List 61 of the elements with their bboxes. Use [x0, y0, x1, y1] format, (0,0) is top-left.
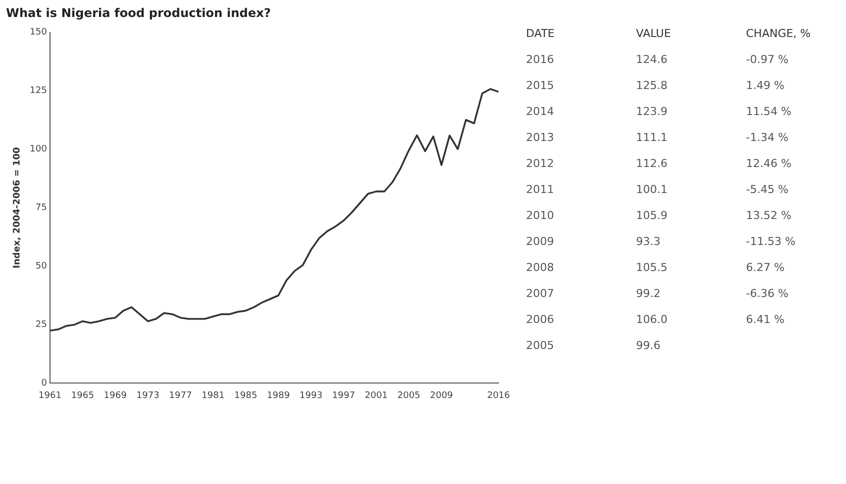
- text: 99.6: [636, 338, 662, 354]
- text: 2014: [526, 104, 555, 120]
- y-axis-title: Index, 2004-2006 = 100: [12, 147, 23, 268]
- text: -11.53 %: [746, 234, 796, 250]
- text: 93.3: [636, 234, 662, 250]
- text: -6.36 %: [746, 286, 790, 302]
- text: 11.54 %: [746, 104, 792, 120]
- text: 2005: [526, 338, 555, 354]
- text: 13.52 %: [746, 208, 792, 224]
- text: 111.1: [636, 130, 668, 146]
- text: 2013: [526, 130, 555, 146]
- x-tick-label: 1969: [104, 390, 127, 401]
- text: 2012: [526, 156, 555, 172]
- x-tick-label: 1993: [300, 390, 322, 401]
- text: 12.46 %: [746, 156, 792, 172]
- text: 105.5: [636, 260, 668, 276]
- x-tick-label: 2009: [430, 390, 454, 401]
- y-tick-label: 125: [30, 86, 47, 96]
- text: 2009: [526, 234, 555, 250]
- text: 6.41 %: [746, 312, 786, 328]
- chart-title: What is Nigeria food production index?: [6, 6, 271, 20]
- x-tick-label: 2016: [487, 390, 510, 401]
- x-tick-label: 1981: [202, 390, 225, 401]
- text: 6.27 %: [746, 260, 786, 276]
- y-tick-label: 150: [30, 28, 48, 38]
- text: CHANGE, %: [746, 26, 812, 42]
- text: 106.0: [636, 312, 668, 328]
- x-tick-label: 1961: [38, 390, 62, 401]
- text: 2015: [526, 78, 555, 94]
- y-tick-label: 50: [36, 262, 48, 272]
- text: 125.8: [636, 78, 668, 94]
- text: VALUE: [636, 26, 672, 42]
- y-tick-label: 75: [36, 203, 47, 214]
- text: 124.6: [636, 52, 668, 68]
- x-tick-label: 1985: [234, 390, 258, 401]
- y-tick-label: 0: [41, 378, 48, 389]
- text: 2011: [526, 182, 555, 198]
- x-tick-label: 1973: [136, 390, 160, 401]
- text: -0.97 %: [746, 52, 790, 68]
- text: 2008: [526, 260, 555, 276]
- text: 112.6: [636, 156, 668, 172]
- text: -1.34 %: [746, 130, 790, 146]
- y-tick-label: 100: [30, 144, 48, 155]
- x-tick-label: 2001: [364, 390, 388, 401]
- text: 105.9: [636, 208, 668, 224]
- text: -5.45 %: [746, 182, 790, 198]
- x-tick-label: 2005: [397, 390, 420, 401]
- text: 2016: [526, 52, 555, 68]
- text: 123.9: [636, 104, 668, 120]
- text: DATE: [526, 26, 556, 42]
- y-tick-label: 25: [36, 320, 47, 330]
- text: 100.1: [636, 182, 668, 198]
- text: 99.2: [636, 286, 662, 302]
- text: 2006: [526, 312, 555, 328]
- text: 1.49 %: [746, 78, 786, 94]
- x-tick-label: 1977: [169, 390, 192, 401]
- x-tick-label: 1997: [332, 390, 356, 401]
- x-tick-label: 1989: [266, 390, 290, 401]
- text: 2007: [526, 286, 555, 302]
- text: 2010: [526, 208, 555, 224]
- x-tick-label: 1965: [71, 390, 94, 401]
